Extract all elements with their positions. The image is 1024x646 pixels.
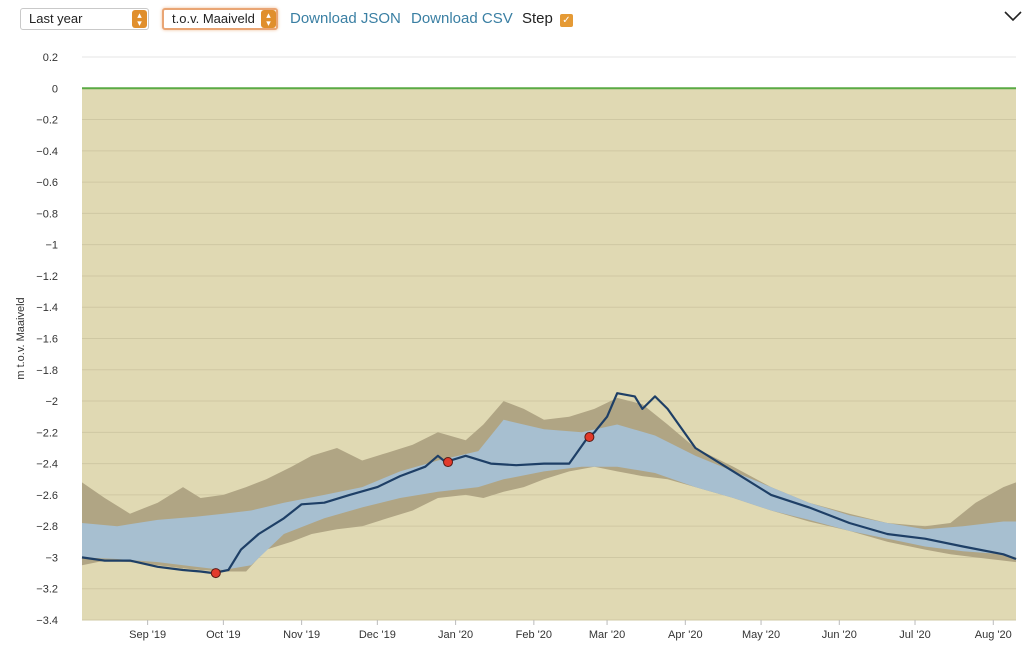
reference-select-value: t.o.v. Maaiveld	[172, 11, 255, 26]
y-tick-label: −0.6	[36, 177, 58, 189]
y-tick-label: −0.8	[36, 208, 58, 220]
period-select[interactable]: Last year ▴ ▾	[20, 8, 149, 30]
x-axis: Sep '19 Oct '19 Nov '19 Dec '19 Jan '20 Feb '…	[129, 620, 1012, 641]
step-label: Step	[522, 10, 553, 27]
select-arrows-icon: ▴ ▾	[261, 10, 276, 28]
y-tick-label: −0.4	[36, 146, 58, 158]
data-marker	[443, 457, 454, 468]
y-tick-label: −0.2	[36, 115, 58, 127]
step-checkbox[interactable]: ✓	[560, 14, 573, 27]
x-tick-label: Apr '20	[668, 629, 703, 641]
y-tick-label: −1.4	[36, 302, 58, 314]
data-marker	[584, 432, 595, 443]
x-tick-label: Sep '19	[129, 629, 166, 641]
inner-range-band	[82, 419, 1016, 570]
x-tick-label: May '20	[742, 629, 780, 641]
y-tick-label: 0.2	[43, 52, 58, 64]
y-tick-label: −1	[45, 240, 58, 252]
y-tick-label: −2.6	[36, 490, 58, 502]
y-tick-label: −2.2	[36, 427, 58, 439]
x-tick-label: Aug '20	[975, 629, 1012, 641]
outer-range-band	[82, 397, 1016, 572]
y-tick-label: 0	[52, 83, 58, 95]
x-tick-label: Feb '20	[516, 629, 552, 641]
y-tick-label: −3.4	[36, 615, 58, 627]
chevron-down-icon[interactable]	[1003, 8, 1023, 24]
x-tick-label: Jul '20	[899, 629, 930, 641]
x-tick-label: Nov '19	[283, 629, 320, 641]
y-tick-label: −2.4	[36, 459, 58, 471]
y-tick-label: −3.2	[36, 584, 58, 596]
marker-group	[210, 432, 595, 579]
x-tick-label: Mar '20	[589, 629, 625, 641]
groundwater-chart: 0.2 0 −0.2 −0.4 −0.6 −0.8 −1 −1.2 −1.4 −1.6 −1.8 −2…	[15, 52, 1017, 641]
groundwater-level-line	[81, 392, 1017, 575]
x-tick-label: Oct '19	[206, 629, 241, 641]
y-tick-label: −1.8	[36, 365, 58, 377]
y-tick-label: −2.8	[36, 521, 58, 533]
chart-toolbar: Last year ▴ ▾ t.o.v. Maaiveld ▴ ▾ Download…	[0, 0, 1024, 38]
data-marker	[210, 568, 221, 579]
download-json-link[interactable]: Download JSON	[290, 10, 401, 27]
period-select-value: Last year	[29, 11, 83, 26]
y-axis: 0.2 0 −0.2 −0.4 −0.6 −0.8 −1 −1.2 −1.4 −1.6 −1.8 −2…	[36, 52, 58, 627]
select-arrows-icon: ▴ ▾	[132, 10, 147, 28]
x-tick-label: Dec '19	[359, 629, 396, 641]
reference-select[interactable]: t.o.v. Maaiveld ▴ ▾	[162, 8, 278, 30]
y-tick-label: −2	[45, 396, 58, 408]
y-tick-label: −3	[45, 552, 58, 564]
y-tick-label: −1.6	[36, 334, 58, 346]
y-tick-label: −1.2	[36, 271, 58, 283]
x-tick-label: Jan '20	[438, 629, 473, 641]
download-csv-link[interactable]: Download CSV	[411, 10, 513, 27]
x-tick-label: Jun '20	[822, 629, 857, 641]
y-axis-title: m t.o.v. Maaiveld	[15, 297, 27, 379]
grid-lines	[82, 56, 1016, 621]
